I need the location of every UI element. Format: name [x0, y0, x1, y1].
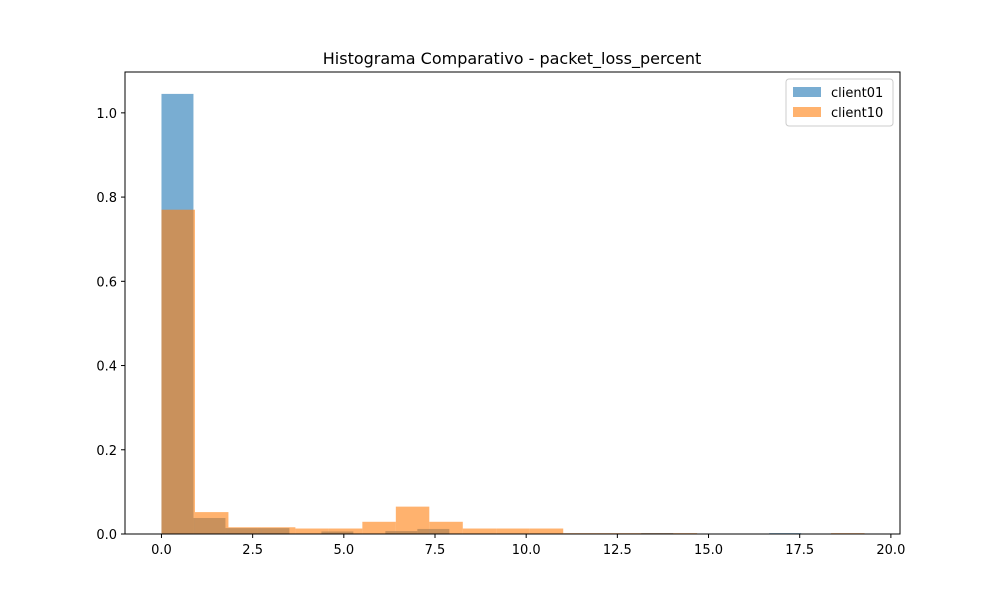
y-tick-label: 0.2	[96, 444, 117, 459]
bar-client10-1	[194, 512, 229, 534]
plot-frame	[124, 71, 901, 535]
chart-title: Histograma Comparativo - packet_loss_per…	[323, 49, 701, 69]
x-tick-label: 7.5	[425, 543, 446, 558]
bar-client10-2	[228, 527, 262, 534]
legend-swatch-client01	[793, 87, 821, 97]
bar-client10-3	[261, 527, 296, 534]
x-tick-label: 20.0	[876, 543, 905, 558]
legend: client01 client10	[785, 78, 894, 127]
x-tick-label: 5.0	[333, 543, 354, 558]
legend-label-client01: client01	[831, 86, 883, 101]
x-tick-label: 0.0	[151, 543, 172, 558]
y-tick-label: 0.0	[96, 528, 117, 543]
y-tick-label: 1.0	[96, 107, 117, 122]
series-client01	[161, 93, 802, 535]
legend-label-client10: client10	[831, 106, 883, 121]
x-tick-label: 15.0	[694, 543, 723, 558]
series-client10	[161, 209, 865, 534]
bar-client10-11	[529, 528, 564, 534]
bar-client10-9	[462, 528, 497, 534]
x-tick-label: 12.5	[603, 543, 632, 558]
bars-layer	[161, 93, 865, 535]
y-tick-label: 0.6	[96, 275, 117, 290]
bar-client10-7	[395, 506, 430, 534]
bar-client10-8	[429, 521, 463, 534]
x-tick-label: 17.5	[785, 543, 814, 558]
bar-client10-5	[328, 528, 363, 534]
bar-client10-10	[496, 528, 530, 534]
axes-layer: 0.0 2.5 5.0 7.5 10.0 12.5 15.0 17.5 20.0 0.0 0.2 0.…	[96, 107, 905, 558]
bar-client10-0	[161, 209, 195, 534]
x-tick-label: 10.0	[512, 543, 541, 558]
y-tick-label: 0.4	[96, 360, 117, 375]
bar-client10-4	[295, 528, 329, 534]
y-tick-label: 0.8	[96, 191, 117, 206]
x-tick-label: 2.5	[242, 543, 263, 558]
bar-client10-6	[362, 521, 396, 534]
legend-swatch-client10	[793, 107, 821, 117]
